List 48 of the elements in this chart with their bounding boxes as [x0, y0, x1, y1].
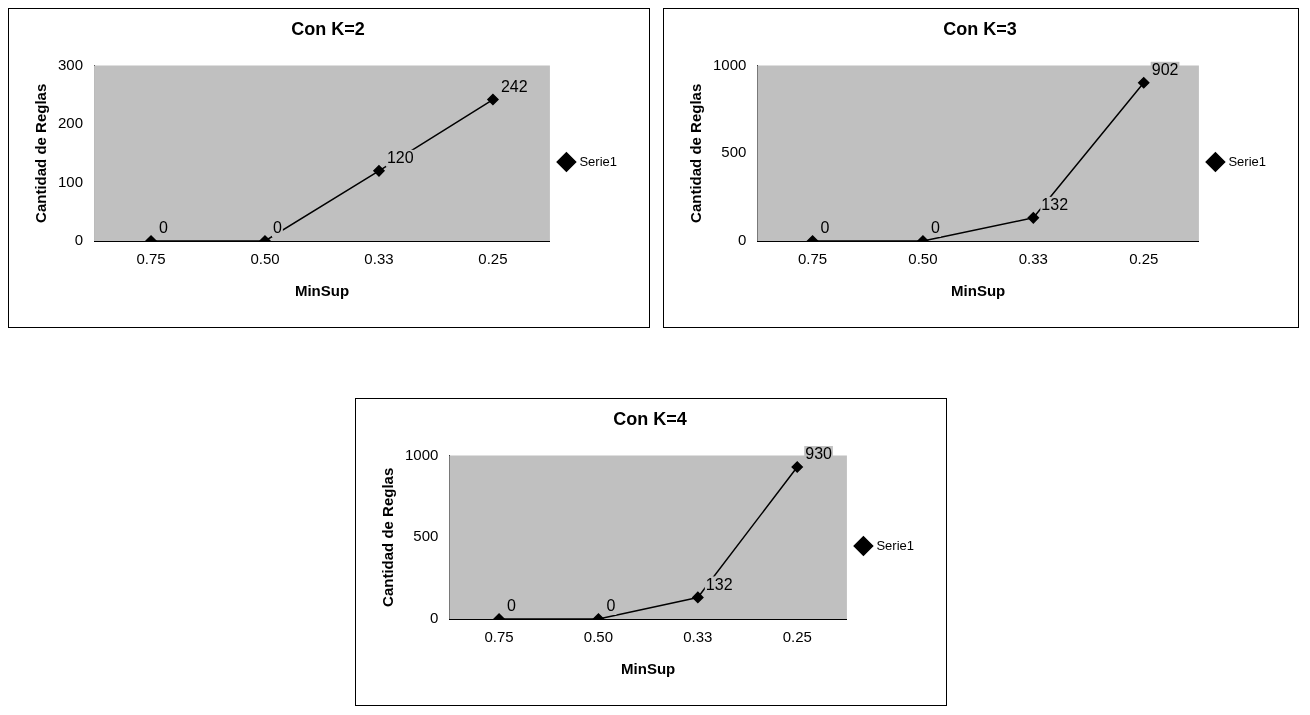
- x-axis-title: MinSup: [951, 282, 1006, 300]
- x-tick-label: 0.33: [683, 628, 713, 646]
- chart-title: Con K=2: [291, 18, 365, 39]
- data-label: 0: [507, 597, 517, 615]
- y-tick-label: 1000: [404, 445, 439, 463]
- x-tick-label: 0.25: [1129, 250, 1159, 268]
- x-tick-label: 0.50: [908, 250, 938, 268]
- point: [373, 165, 385, 177]
- data-label: 242: [500, 77, 528, 95]
- x-tick-label: 0.75: [484, 628, 514, 646]
- y-tick-label: 0: [738, 231, 747, 249]
- y-axis-title: Cantidad de Reglas: [32, 83, 50, 223]
- data-label: 0: [820, 219, 830, 237]
- x-tick-label: 0.33: [364, 250, 394, 268]
- data-label: 0: [159, 219, 169, 237]
- y-tick-label: 500: [721, 143, 747, 161]
- x-tick-label: 0.75: [136, 250, 166, 268]
- point: [487, 93, 499, 106]
- y-tick-label: 300: [58, 55, 84, 73]
- y-tick-label: 200: [58, 114, 84, 132]
- x-tick-label: 0.50: [250, 250, 280, 268]
- x-tick-label: 0.25: [478, 250, 508, 268]
- data-label: 0: [272, 219, 282, 237]
- chart-title: Con K=3: [943, 18, 1017, 39]
- legend-label: Serie1: [1228, 153, 1266, 169]
- x-axis-title: MinSup: [621, 660, 676, 678]
- data-label: 0: [606, 597, 616, 615]
- y-tick-label: 500: [413, 527, 439, 545]
- y-axis-title: Cantidad de Reglas: [379, 467, 397, 607]
- y-axis-title: Cantidad de Reglas: [687, 83, 705, 223]
- legend-label: Serie1: [579, 153, 617, 169]
- data-label: 132: [1041, 196, 1069, 214]
- data-label: 120: [386, 149, 414, 167]
- data-label: 902: [1151, 61, 1179, 79]
- data-label: 930: [805, 445, 833, 463]
- y-tick-label: 1000: [712, 55, 747, 73]
- y-tick-label: 0: [74, 231, 84, 249]
- data-label: 0: [930, 219, 940, 237]
- y-tick-label: 100: [58, 172, 84, 190]
- x-tick-label: 0.50: [583, 628, 614, 646]
- chart-title: Con K=4: [613, 408, 687, 429]
- x-tick-label: 0.75: [797, 250, 828, 268]
- data-label: 132: [705, 575, 733, 593]
- x-tick-label: 0.33: [1018, 250, 1048, 268]
- legend-label: Serie1: [876, 537, 914, 553]
- x-axis-title: MinSup: [294, 282, 350, 300]
- y-tick-label: 0: [430, 609, 439, 627]
- x-tick-label: 0.25: [782, 628, 812, 646]
